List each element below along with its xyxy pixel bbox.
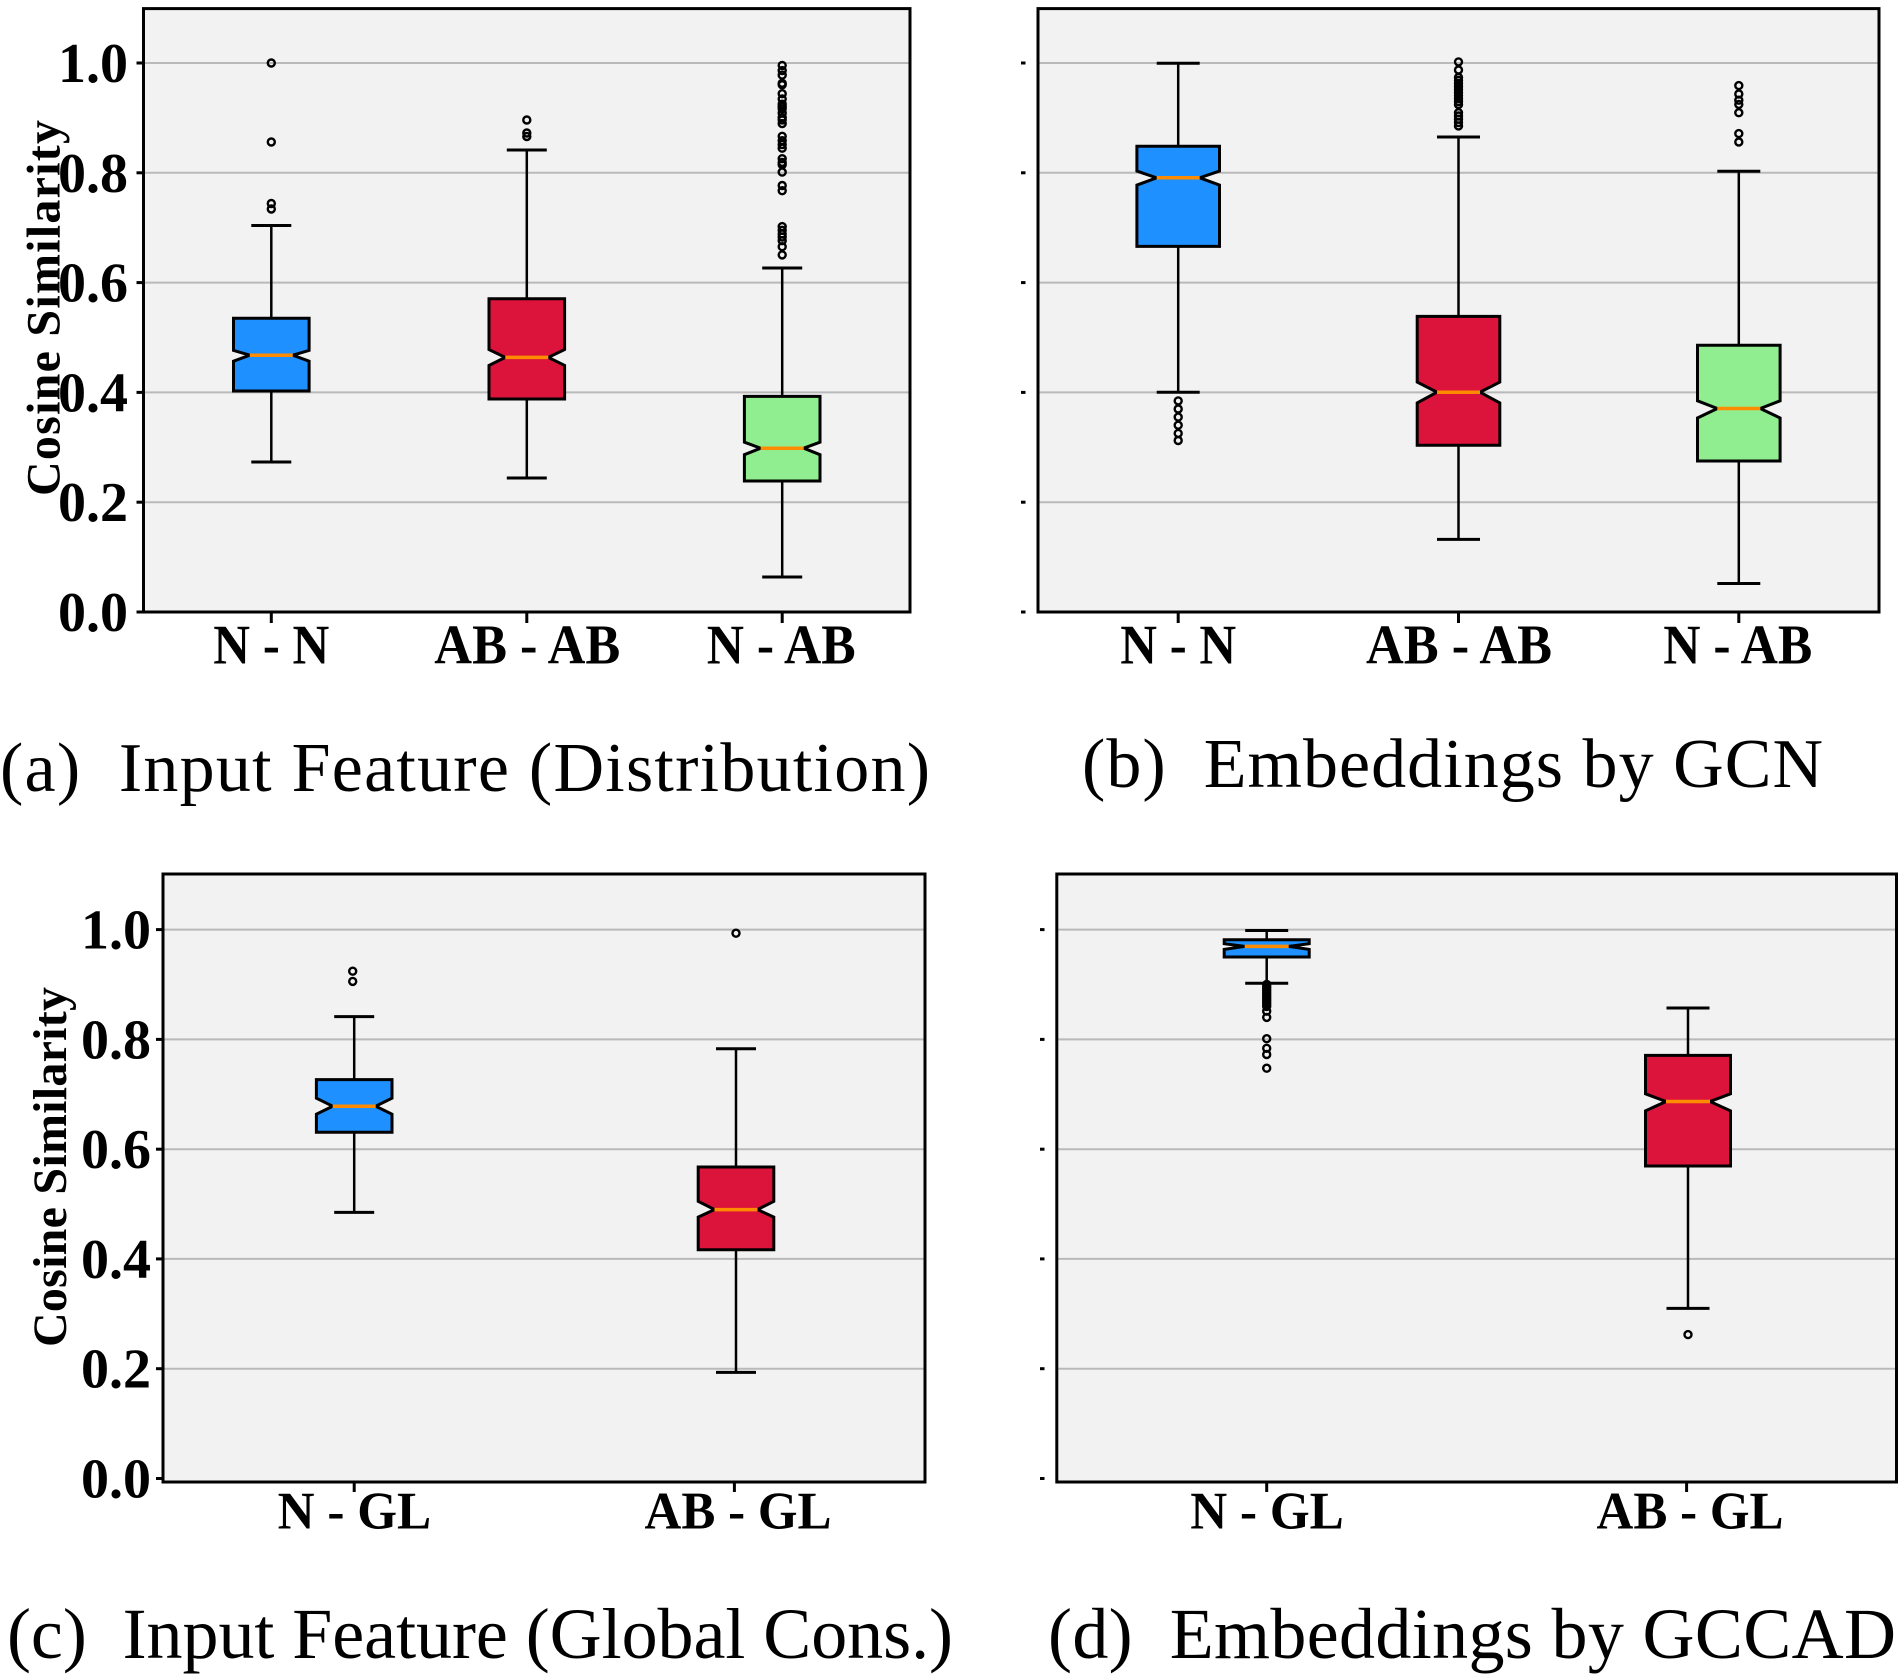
svg-text:AB - GL: AB - GL <box>645 1483 832 1541</box>
svg-text:AB - GL: AB - GL <box>1597 1483 1784 1541</box>
svg-text:0.0: 0.0 <box>81 1449 151 1511</box>
svg-text:N - N: N - N <box>1120 615 1236 677</box>
svg-text:N - N: N - N <box>213 615 329 677</box>
svg-text:(c) Input Feature (Global Con: (c) Input Feature (Global Cons.) <box>7 1594 953 1674</box>
svg-text:AB - AB: AB - AB <box>1366 615 1552 677</box>
svg-text:AB - AB: AB - AB <box>434 615 620 677</box>
svg-text:0.2: 0.2 <box>81 1339 151 1401</box>
svg-text:0.6: 0.6 <box>81 1119 151 1181</box>
svg-text:0.6: 0.6 <box>58 253 128 315</box>
svg-text:0.0: 0.0 <box>58 582 128 644</box>
svg-text:0.2: 0.2 <box>58 472 128 534</box>
svg-text:0.4: 0.4 <box>58 362 128 424</box>
svg-text:1.0: 1.0 <box>81 900 151 962</box>
svg-text:0.4: 0.4 <box>81 1229 151 1291</box>
svg-text:(a) Input Feature (Distributi: (a) Input Feature (Distribution) <box>0 730 930 807</box>
svg-text:(b) Embeddings by GCN: (b) Embeddings by GCN <box>1082 726 1823 803</box>
svg-text:N - AB: N - AB <box>1663 615 1812 677</box>
svg-text:N - AB: N - AB <box>707 615 856 677</box>
svg-text:N - GL: N - GL <box>1190 1483 1344 1541</box>
svg-text:N - GL: N - GL <box>278 1483 432 1541</box>
svg-text:Cosine Similarity: Cosine Similarity <box>24 987 77 1347</box>
svg-text:0.8: 0.8 <box>58 143 128 205</box>
svg-text:0.8: 0.8 <box>81 1009 151 1071</box>
svg-text:Cosine Similarity: Cosine Similarity <box>18 120 71 496</box>
svg-text:(d) Embeddings by GCCAD: (d) Embeddings by GCCAD <box>1048 1594 1896 1674</box>
svg-text:1.0: 1.0 <box>58 33 128 95</box>
